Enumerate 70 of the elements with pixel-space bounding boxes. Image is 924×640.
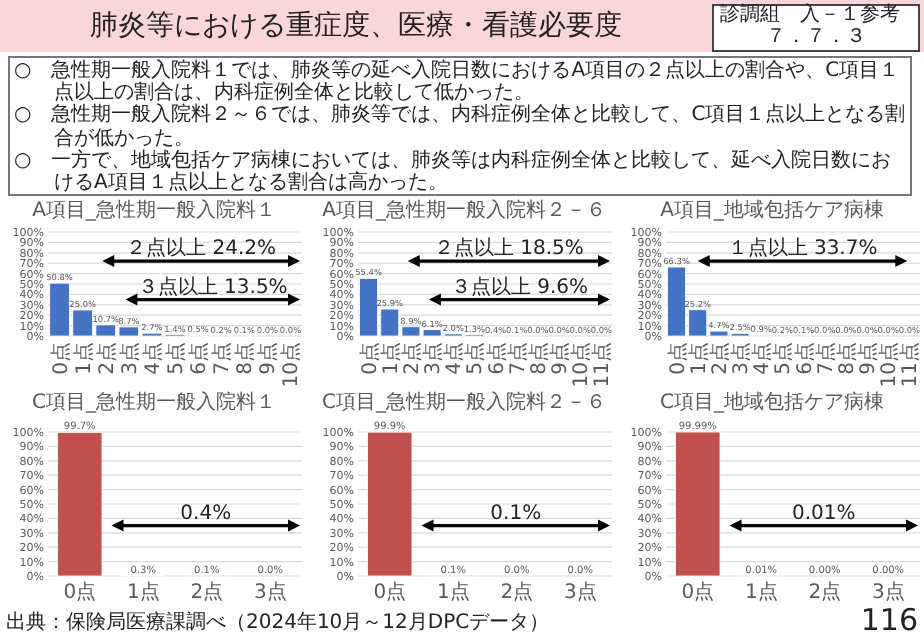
- annotation: ３点以上 13.5%: [137, 274, 288, 299]
- x-tick-label: 6点: [792, 342, 817, 375]
- annotation: ２点以上 18.5%: [433, 236, 584, 261]
- text: ○ 急性期一般入院料１では、肺炎等の延べ入院日数におけるA項目の２点以上の割合や、C項目１点以上の割合は、内科症例全体と比較して低かった。: [14, 60, 900, 105]
- x-tick-label: 11点: [898, 342, 923, 388]
- x-tick-label: 3点: [421, 342, 446, 375]
- annotation: １点以上 33.7%: [727, 236, 878, 261]
- x-tick-label: 11点: [590, 342, 615, 388]
- text: ７．７．３: [764, 26, 868, 49]
- x-tick-label: 8点: [526, 342, 551, 375]
- x-tick-label: 1点: [126, 580, 160, 604]
- annotation: 0.01%: [791, 502, 856, 525]
- x-tick-label: 3点: [253, 580, 287, 604]
- x-tick-label: 7点: [505, 342, 530, 375]
- x-tick-label: 0点: [681, 580, 715, 604]
- x-tick-label: 3点: [871, 580, 905, 604]
- x-tick-label: 0点: [665, 342, 690, 375]
- text: ○ 一方で、地域包括ケア病棟においては、肺炎等は内科症例全体と比較して、延べ入院日数におけるA項目１点以上となる割合は高かった。: [14, 149, 894, 195]
- x-tick-label: 10点: [877, 342, 902, 388]
- x-tick-label: 3点: [729, 342, 754, 375]
- chart-title: C項目_急性期一般入院料２－６: [322, 390, 606, 414]
- x-tick-label: 5点: [164, 342, 188, 375]
- x-tick-label: 10点: [279, 342, 304, 388]
- x-tick-label: 0点: [357, 342, 382, 375]
- x-tick-label: 9点: [256, 342, 281, 375]
- chart-title: C項目_急性期一般入院料１: [32, 390, 276, 414]
- x-tick-label: 2点: [399, 342, 424, 375]
- annotation: 0.1%: [490, 502, 542, 525]
- text: 肺炎等における重症度、医療・看護必要度: [88, 8, 624, 44]
- x-tick-label: 4点: [442, 342, 467, 375]
- x-tick-label: 6点: [187, 342, 212, 375]
- x-tick-label: 1点: [436, 580, 470, 604]
- x-tick-label: 5点: [771, 342, 796, 375]
- x-tick-label: 1点: [686, 342, 711, 375]
- x-tick-label: 5点: [463, 342, 488, 375]
- x-tick-label: 3点: [117, 342, 142, 375]
- x-tick-label: 2点: [190, 580, 224, 604]
- x-tick-label: 8点: [233, 342, 258, 375]
- chart-title: A項目_地域包括ケア病棟: [660, 198, 884, 222]
- x-tick-label: 2点: [707, 342, 732, 375]
- bar: [57, 432, 103, 577]
- x-tick-label: 2点: [94, 342, 119, 375]
- annotation: 0.4%: [180, 502, 232, 525]
- annotation: ３点以上 9.6%: [450, 274, 589, 299]
- text: ○ 急性期一般入院料２～６では、肺炎等では、内科症例全体と比較して、C項目１点以上となる割合が低かった。: [14, 104, 906, 150]
- chart-title: C項目_地域包括ケア病棟: [660, 390, 884, 414]
- source-note: 出典：保険局医療課調べ（2024年10月～12月DPCデータ）: [6, 612, 550, 636]
- x-tick-label: 8点: [834, 342, 859, 375]
- x-tick-label: 7点: [210, 342, 235, 375]
- x-tick-label: 1点: [744, 580, 778, 604]
- x-tick-label: 2点: [500, 580, 534, 604]
- x-tick-label: 4点: [750, 342, 775, 375]
- x-tick-label: 0点: [48, 342, 73, 375]
- x-tick-label: 6点: [484, 342, 509, 375]
- text: 116: [860, 602, 918, 638]
- x-tick-label: 3点: [563, 580, 597, 604]
- x-tick-label: 0点: [63, 580, 97, 604]
- x-tick-label: 10点: [569, 342, 594, 388]
- x-tick-label: 9点: [856, 342, 881, 375]
- x-tick-label: 1点: [378, 342, 403, 375]
- chart-title: A項目_急性期一般入院料２－６: [322, 198, 606, 222]
- text: 診調組 入－１参考: [720, 4, 900, 27]
- x-tick-label: 2点: [808, 580, 842, 604]
- x-tick-label: 4点: [140, 342, 165, 375]
- x-tick-label: 7点: [813, 342, 838, 375]
- x-tick-label: 1点: [71, 342, 96, 375]
- annotation: ２点以上 24.2%: [126, 236, 277, 261]
- x-tick-label: 9点: [548, 342, 573, 375]
- x-tick-label: 0点: [373, 580, 407, 604]
- chart-title: A項目_急性期一般入院料１: [32, 198, 276, 222]
